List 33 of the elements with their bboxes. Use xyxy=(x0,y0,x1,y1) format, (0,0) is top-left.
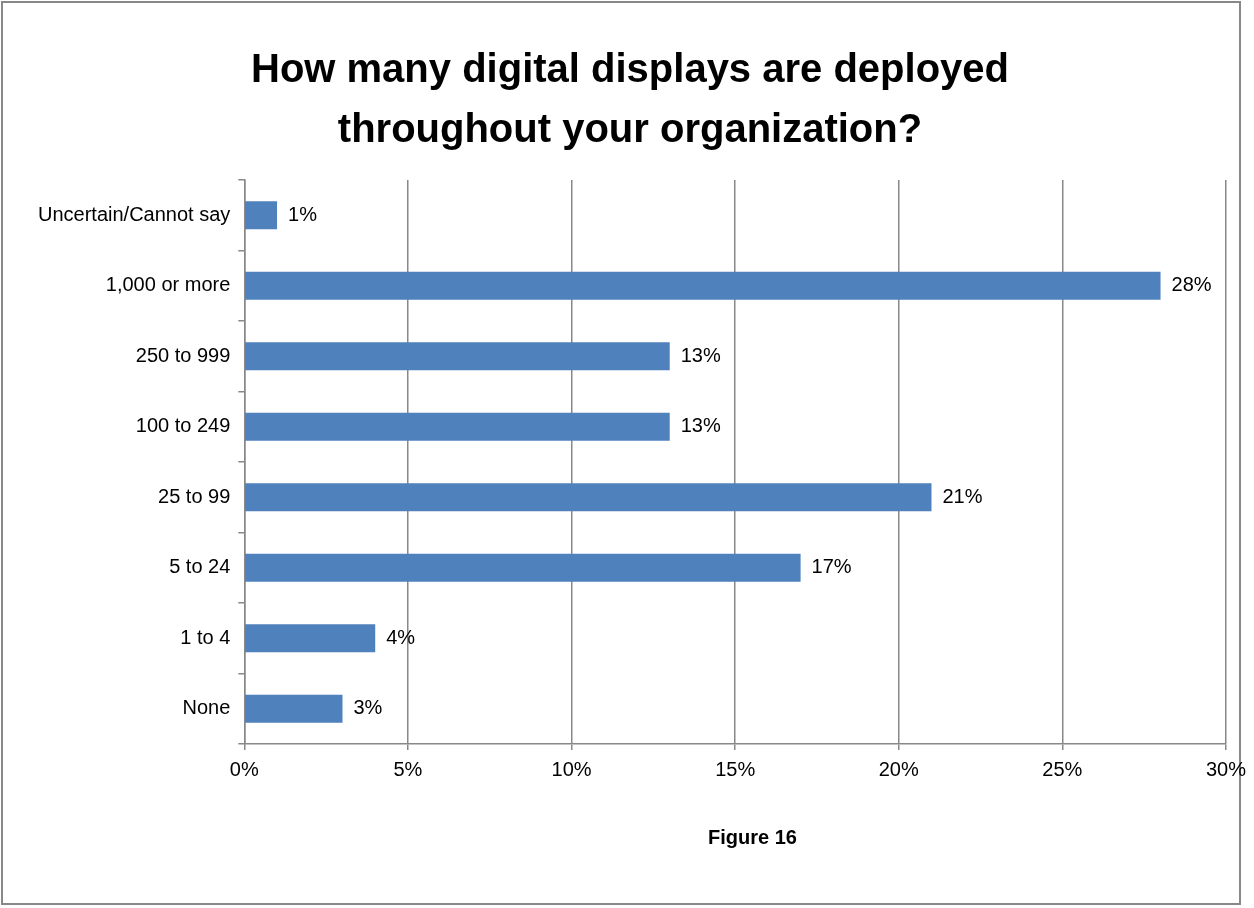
x-tick-label: 30% xyxy=(1205,757,1247,780)
data-label: 1% xyxy=(288,202,318,225)
x-tick-label: 20% xyxy=(878,757,919,780)
bar xyxy=(245,412,670,441)
bar xyxy=(245,694,343,723)
y-tick-label: 1 to 4 xyxy=(180,625,231,648)
bar xyxy=(245,483,932,512)
data-label: 13% xyxy=(680,343,721,366)
x-tick-label: 0% xyxy=(229,757,259,780)
y-tick-label: 25 to 99 xyxy=(158,484,231,507)
data-label: 13% xyxy=(680,414,721,437)
data-label: 28% xyxy=(1171,273,1212,296)
data-label: 21% xyxy=(942,484,983,507)
y-tick-label: 250 to 999 xyxy=(135,343,231,366)
y-tick-label: 100 to 249 xyxy=(135,414,231,437)
bar xyxy=(245,201,278,230)
bar xyxy=(245,553,801,582)
x-tick-label: 25% xyxy=(1042,757,1083,780)
bar xyxy=(245,342,670,371)
y-tick-label: 5 to 24 xyxy=(169,555,231,578)
y-tick-label: 1,000 or more xyxy=(105,273,231,296)
bar xyxy=(245,624,376,653)
x-tick-label: 15% xyxy=(715,757,756,780)
x-tick-label: 10% xyxy=(551,757,592,780)
chart-title: How many digital displays are deployed throughout your organization? xyxy=(250,45,1010,152)
caption: Figure 16 xyxy=(707,826,798,849)
y-tick-label: None xyxy=(182,696,231,719)
data-label: 3% xyxy=(353,696,383,719)
x-tick-label: 5% xyxy=(393,757,423,780)
data-label: 4% xyxy=(386,625,416,648)
bar xyxy=(245,271,1161,300)
y-tick-label: Uncertain/Cannot say xyxy=(38,202,231,225)
data-label: 17% xyxy=(811,555,852,578)
